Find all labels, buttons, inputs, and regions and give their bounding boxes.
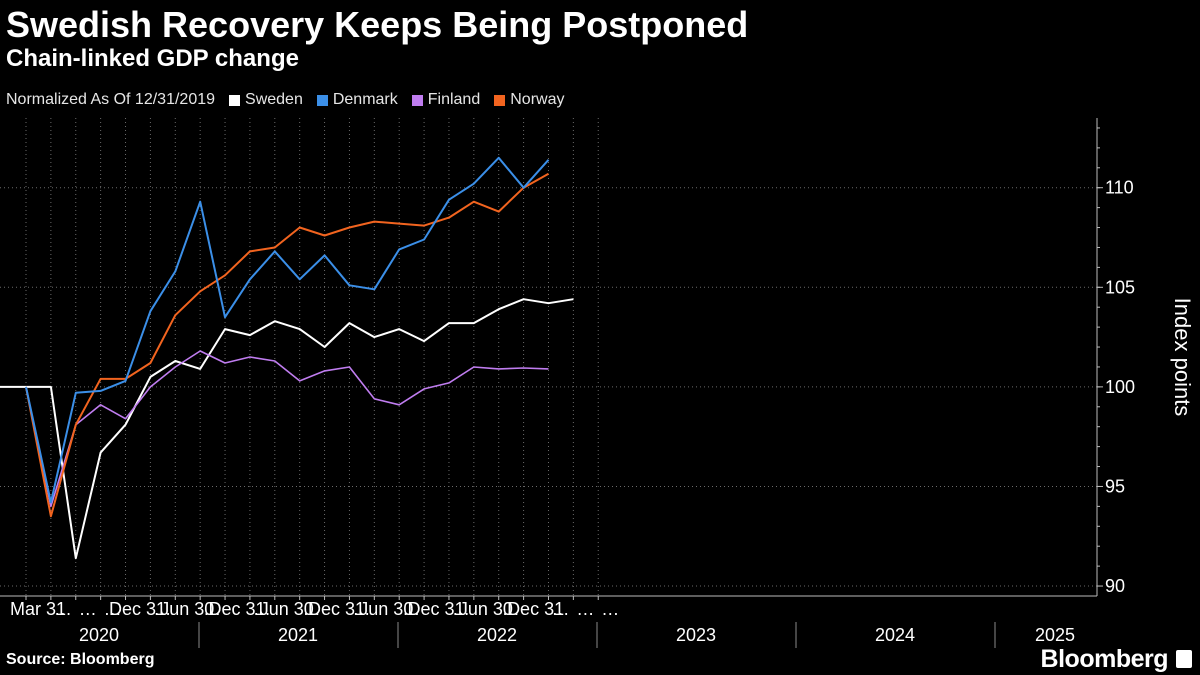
y-tick-label: 105 bbox=[1105, 277, 1135, 297]
chart-title: Swedish Recovery Keeps Being Postponed bbox=[6, 4, 749, 45]
year-label: 2023 bbox=[676, 625, 716, 645]
source-note: Source: Bloomberg bbox=[6, 651, 155, 668]
series-line-sweden bbox=[0, 298, 574, 560]
x-tick-label: … bbox=[551, 599, 569, 619]
x-tick-label: Dec 31 bbox=[109, 599, 166, 619]
x-tick-label: … bbox=[502, 599, 520, 619]
legend-swatch-sweden bbox=[229, 94, 241, 106]
x-tick-label: Dec 31 bbox=[408, 599, 465, 619]
year-label: 2024 bbox=[875, 625, 915, 645]
x-tick-label: … bbox=[79, 599, 97, 619]
x-tick-label: … bbox=[104, 599, 122, 619]
year-label: 2025 bbox=[1035, 625, 1075, 645]
legend-item-denmark: Denmark bbox=[316, 91, 398, 109]
x-tick-label: … bbox=[203, 599, 221, 619]
x-tick-label: Jun 30 bbox=[459, 599, 513, 619]
x-tick-label: Jun 30 bbox=[160, 599, 214, 619]
legend-label-sweden: Sweden bbox=[245, 91, 303, 108]
x-tick-label: … bbox=[402, 599, 420, 619]
legend-item-norway: Norway bbox=[494, 91, 564, 109]
series-line-denmark bbox=[25, 156, 550, 504]
x-tick-label: … bbox=[601, 599, 619, 619]
x-tick-label: Jun 30 bbox=[260, 599, 314, 619]
x-tick-label: Dec 31 bbox=[209, 599, 266, 619]
x-tick-label: Jun 30 bbox=[359, 599, 413, 619]
x-tick-label: Dec 31 bbox=[308, 599, 365, 619]
x-tick-label: … bbox=[576, 599, 594, 619]
legend-swatch-finland bbox=[411, 94, 423, 106]
legend-swatch-norway bbox=[494, 94, 506, 106]
x-tick-label: … bbox=[54, 599, 72, 619]
series-line-finland bbox=[25, 350, 549, 508]
bloomberg-badge-icon bbox=[1176, 650, 1192, 668]
y-tick-label: 100 bbox=[1105, 377, 1135, 397]
legend-note: Normalized As Of 12/31/2019 bbox=[6, 91, 216, 108]
legend-swatch-denmark bbox=[316, 94, 328, 106]
x-tick-label: … bbox=[303, 599, 321, 619]
legend-label-norway: Norway bbox=[510, 91, 565, 108]
y-tick-label: 110 bbox=[1105, 178, 1134, 198]
series-line-norway bbox=[25, 172, 549, 518]
y-tick-label: 95 bbox=[1105, 476, 1125, 496]
legend-item-finland: Finland bbox=[411, 91, 481, 109]
year-label: 2020 bbox=[79, 625, 119, 645]
x-tick-label: … bbox=[153, 599, 171, 619]
x-tick-label: Dec 31 bbox=[507, 599, 564, 619]
legend-label-denmark: Denmark bbox=[332, 91, 398, 108]
x-tick-label: … bbox=[452, 599, 470, 619]
x-tick-label: … bbox=[253, 599, 271, 619]
chart-subtitle: Chain-linked GDP change bbox=[6, 45, 299, 72]
year-label: 2022 bbox=[477, 625, 517, 645]
x-tick-label: … bbox=[352, 599, 370, 619]
legend-label-finland: Finland bbox=[427, 91, 481, 108]
bloomberg-logo: Bloomberg bbox=[1040, 645, 1169, 673]
x-tick-label: Mar 31 bbox=[10, 599, 66, 619]
legend: Normalized As Of 12/31/2019 Sweden Denma… bbox=[6, 91, 564, 109]
y-tick-label: 90 bbox=[1105, 576, 1125, 596]
year-label: 2021 bbox=[278, 625, 318, 645]
legend-item-sweden: Sweden bbox=[229, 91, 303, 109]
y-axis-title: Index points bbox=[1170, 298, 1195, 417]
